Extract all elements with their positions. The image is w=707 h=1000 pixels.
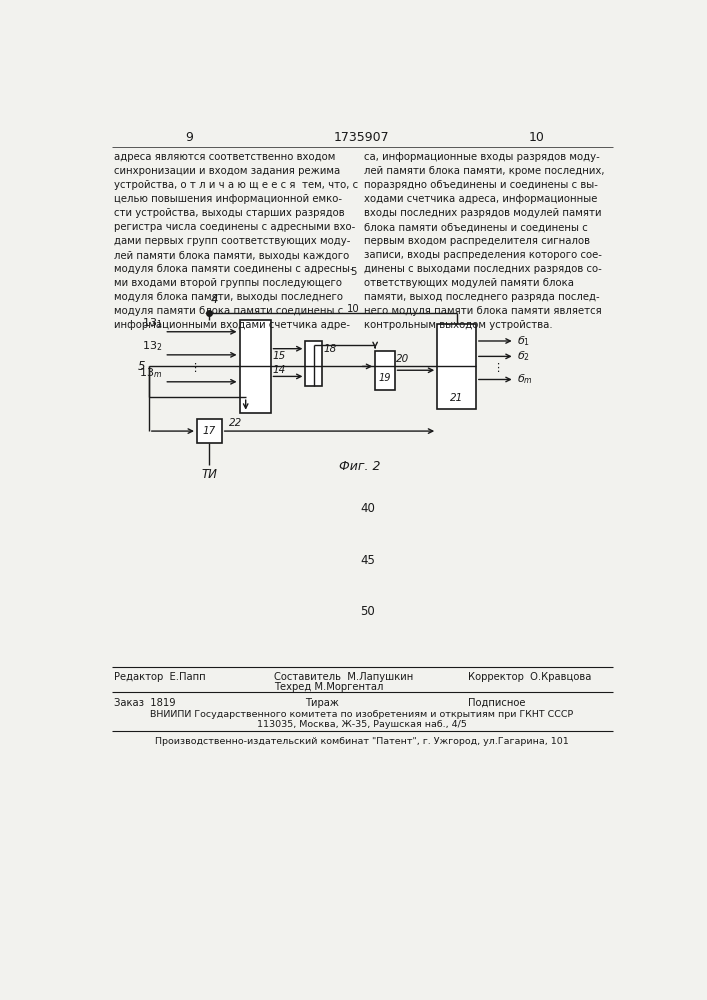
Text: Фиг. 2: Фиг. 2 [339,460,380,473]
Bar [240,320,271,413]
Text: $13_1$: $13_1$ [141,316,162,330]
Text: Заказ  1819: Заказ 1819 [114,698,175,708]
Text: 45: 45 [360,554,375,567]
Text: Техред М.Моргентал: Техред М.Моргентал [274,682,384,692]
Text: 113035, Москва, Ж-35, Раушская наб., 4/5: 113035, Москва, Ж-35, Раушская наб., 4/5 [257,720,467,729]
Text: 10: 10 [528,131,544,144]
Text: 21: 21 [450,393,463,403]
Text: $б_1$: $б_1$ [517,334,530,348]
Text: $б_m$: $б_m$ [517,373,533,386]
Text: 20: 20 [396,354,409,364]
Text: $13_2$: $13_2$ [141,340,162,353]
Bar [197,419,222,443]
Text: 4: 4 [211,293,218,306]
Text: са, информационные входы разрядов моду-
лей памяти блока памяти, кроме последних: са, информационные входы разрядов моду- … [364,152,604,330]
Text: $б_2$: $б_2$ [517,349,530,363]
Text: Корректор  О.Кравцова: Корректор О.Кравцова [468,672,592,682]
Text: Производственно-издательский комбинат "Патент", г. Ужгород, ул.Гагарина, 101: Производственно-издательский комбинат "П… [155,737,569,746]
Text: Составитель  М.Лапушкин: Составитель М.Лапушкин [274,672,414,682]
Bar [305,341,322,386]
Text: ТИ: ТИ [201,468,217,481]
Text: 14: 14 [272,365,286,375]
Text: 18: 18 [324,344,337,354]
Text: $13_m$: $13_m$ [139,366,162,380]
Text: 15: 15 [272,351,286,361]
Text: 9: 9 [185,131,193,144]
Text: 19: 19 [378,373,391,383]
Text: адреса являются соответственно входом
синхронизации и входом задания режима
устр: адреса являются соответственно входом си… [114,152,358,330]
Text: 5: 5 [350,267,356,277]
Text: Подписное: Подписное [468,698,525,708]
Text: Тираж: Тираж [305,698,339,708]
Text: ⋮: ⋮ [189,363,199,373]
Text: 50: 50 [360,605,375,618]
Text: 40: 40 [360,502,375,515]
Text: Редактор  Е.Папп: Редактор Е.Папп [114,672,206,682]
Bar [437,324,476,409]
Text: 1735907: 1735907 [334,131,390,144]
Text: 17: 17 [203,426,216,436]
Bar [375,351,395,389]
Text: 10: 10 [347,304,360,314]
Text: 5: 5 [137,360,145,373]
Text: ВНИИПИ Государственного комитета по изобретениям и открытиям при ГКНТ СССР: ВНИИПИ Государственного комитета по изоб… [151,710,573,719]
Text: 22: 22 [230,418,243,428]
Text: ⋮: ⋮ [492,363,503,373]
